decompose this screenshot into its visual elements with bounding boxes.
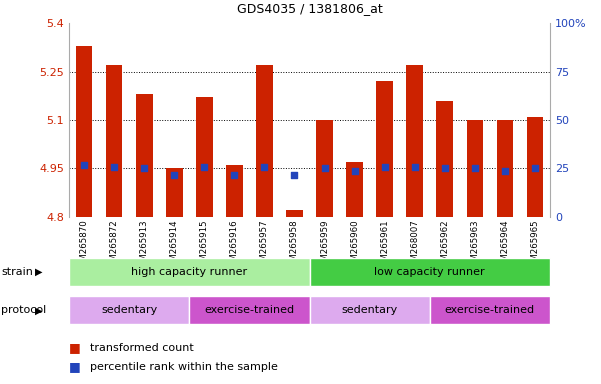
Bar [196, 98, 213, 217]
Bar [526, 117, 543, 217]
Text: ■: ■ [69, 360, 81, 373]
Text: GDS4035 / 1381806_at: GDS4035 / 1381806_at [237, 2, 383, 15]
Bar [106, 65, 123, 217]
Text: strain: strain [1, 267, 33, 277]
Point [320, 166, 329, 172]
Bar [466, 120, 483, 217]
Point [200, 164, 209, 170]
Text: sedentary: sedentary [341, 305, 398, 316]
Point [500, 168, 510, 174]
Point [169, 172, 179, 178]
Bar [406, 65, 423, 217]
Text: sedentary: sedentary [101, 305, 157, 316]
Point [290, 172, 299, 178]
Point [410, 164, 419, 170]
Bar [166, 169, 183, 217]
Point [139, 166, 149, 172]
Text: exercise-trained: exercise-trained [445, 305, 535, 316]
Text: transformed count: transformed count [90, 343, 194, 353]
Text: percentile rank within the sample: percentile rank within the sample [90, 362, 278, 372]
Point [79, 162, 89, 168]
Point [230, 172, 239, 178]
Bar [136, 94, 153, 217]
Bar [76, 46, 93, 217]
Bar [226, 165, 243, 217]
Point [470, 166, 480, 172]
Bar [346, 162, 363, 217]
Text: ▶: ▶ [35, 267, 42, 277]
Point [380, 164, 389, 170]
Bar [256, 65, 273, 217]
Text: exercise-trained: exercise-trained [204, 305, 294, 316]
Point [440, 165, 450, 171]
Bar [496, 120, 513, 217]
Point [350, 168, 359, 174]
Point [530, 165, 540, 171]
Text: ■: ■ [69, 341, 81, 354]
Bar [316, 120, 333, 217]
Point [109, 164, 119, 170]
Point [260, 164, 269, 170]
Bar [286, 210, 303, 217]
Text: low capacity runner: low capacity runner [374, 267, 485, 277]
Text: ▶: ▶ [35, 305, 42, 316]
Bar [436, 101, 453, 217]
Bar [376, 81, 393, 217]
Text: protocol: protocol [1, 305, 46, 316]
Text: high capacity runner: high capacity runner [131, 267, 248, 277]
